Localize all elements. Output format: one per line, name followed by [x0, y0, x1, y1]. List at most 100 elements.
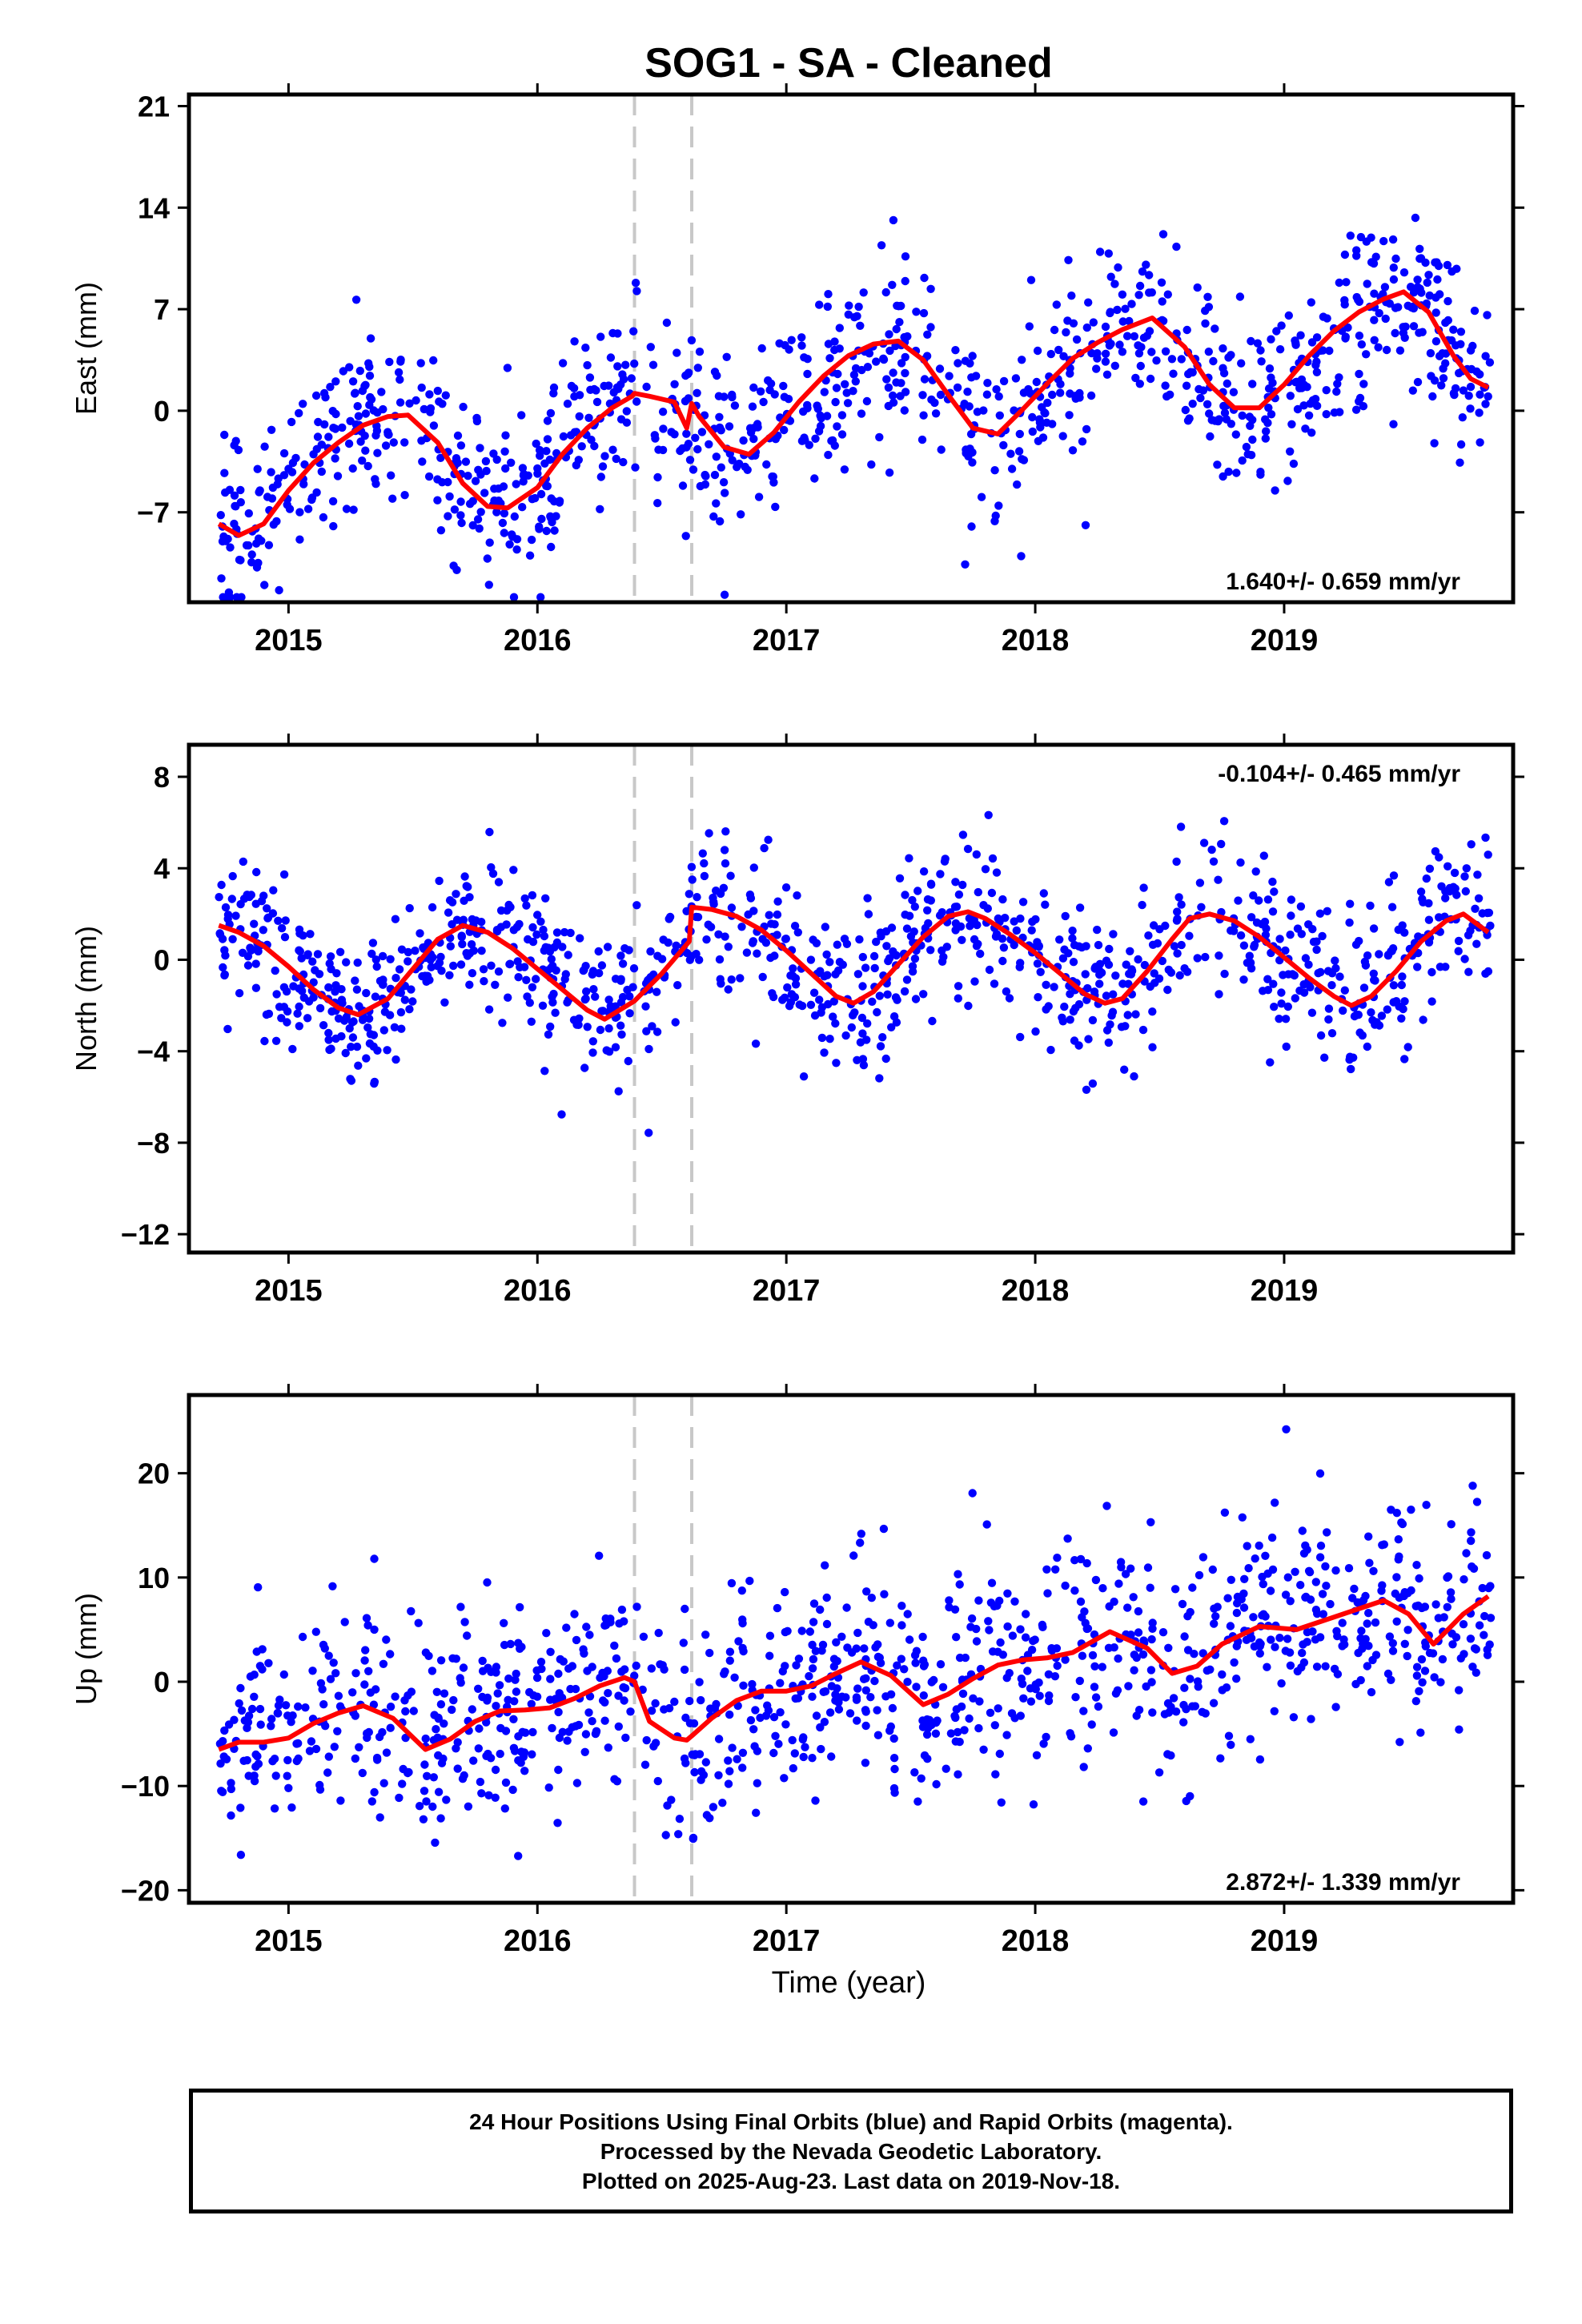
- data-point: [1003, 1589, 1012, 1598]
- data-point: [1126, 1630, 1135, 1639]
- data-point: [523, 992, 532, 1001]
- data-point: [727, 1578, 737, 1588]
- data-point: [1109, 990, 1118, 999]
- data-point: [549, 989, 558, 999]
- data-point: [436, 526, 446, 535]
- data-point: [1173, 949, 1182, 958]
- data-point: [572, 1635, 581, 1645]
- data-point: [1058, 1017, 1068, 1026]
- data-point: [632, 901, 641, 910]
- data-point: [227, 1784, 235, 1794]
- data-point: [1236, 858, 1245, 867]
- data-point: [327, 1007, 336, 1016]
- data-point: [1219, 817, 1229, 826]
- data-point: [809, 1599, 819, 1608]
- data-point: [829, 1662, 839, 1671]
- data-point: [1249, 891, 1258, 900]
- data-point: [705, 1814, 714, 1823]
- data-point: [1466, 346, 1476, 355]
- data-point: [367, 395, 376, 404]
- data-point: [580, 1747, 589, 1756]
- data-point: [250, 1692, 259, 1701]
- data-point: [503, 364, 512, 372]
- data-point: [588, 967, 598, 975]
- data-point: [961, 560, 970, 569]
- data-point: [1204, 348, 1214, 356]
- data-point: [690, 1767, 699, 1777]
- data-point: [937, 445, 946, 454]
- data-point: [673, 348, 681, 357]
- data-point: [954, 1770, 962, 1779]
- data-point: [434, 1713, 443, 1723]
- data-point: [1399, 1590, 1408, 1600]
- data-point: [1222, 415, 1231, 424]
- data-point: [1389, 998, 1398, 1007]
- data-point: [923, 1755, 932, 1763]
- data-point: [350, 389, 359, 398]
- data-point: [926, 946, 935, 955]
- data-point: [1299, 1640, 1307, 1649]
- data-point: [1182, 325, 1191, 335]
- data-point: [1482, 1550, 1492, 1560]
- data-point: [726, 871, 735, 880]
- data-point: [522, 901, 531, 910]
- data-point: [1367, 1687, 1376, 1697]
- data-point: [1213, 460, 1222, 469]
- data-point: [1403, 1626, 1412, 1634]
- data-point: [1101, 322, 1110, 332]
- data-point: [988, 854, 998, 863]
- data-point: [432, 1687, 441, 1696]
- data-point: [495, 1681, 504, 1690]
- data-point: [1375, 308, 1383, 318]
- data-point: [324, 983, 333, 992]
- data-point: [275, 585, 283, 595]
- data-point: [476, 508, 485, 517]
- data-point: [1286, 931, 1295, 939]
- data-point: [1008, 1631, 1018, 1640]
- data-point: [1270, 1707, 1279, 1715]
- data-point: [1427, 967, 1436, 977]
- data-point: [1387, 947, 1396, 955]
- data-point: [1333, 380, 1342, 388]
- data-point: [640, 1760, 650, 1769]
- data-point: [1351, 1679, 1360, 1689]
- data-point: [1412, 1663, 1422, 1671]
- data-point: [1395, 346, 1405, 355]
- data-point: [272, 517, 281, 526]
- data-point: [334, 1691, 343, 1700]
- data-point: [433, 386, 442, 396]
- data-point: [456, 497, 465, 506]
- data-point: [312, 444, 321, 453]
- data-point: [1362, 350, 1371, 359]
- data-point: [1075, 1676, 1085, 1686]
- data-point: [387, 471, 396, 480]
- data-point: [613, 362, 622, 371]
- data-point: [682, 948, 692, 958]
- data-point: [1323, 1528, 1331, 1537]
- data-point: [769, 1713, 779, 1722]
- data-point: [331, 409, 340, 419]
- data-point: [500, 1618, 508, 1628]
- data-point: [974, 939, 982, 949]
- data-point: [1172, 242, 1181, 251]
- data-point: [1138, 1025, 1148, 1035]
- data-point: [625, 1009, 634, 1018]
- data-point: [724, 943, 733, 951]
- data-point: [511, 1675, 520, 1684]
- data-point: [847, 1648, 857, 1657]
- data-point: [663, 1801, 672, 1810]
- data-point: [1068, 446, 1078, 455]
- data-point: [287, 468, 297, 476]
- data-point: [1293, 1667, 1303, 1676]
- data-point: [270, 1804, 279, 1813]
- data-point: [1375, 1021, 1384, 1030]
- data-point: [876, 1659, 885, 1667]
- data-point: [1169, 369, 1178, 378]
- data-point: [1148, 1624, 1157, 1634]
- data-point: [271, 966, 279, 975]
- data-point: [885, 330, 893, 339]
- data-point: [522, 975, 531, 985]
- data-point: [1039, 1739, 1048, 1748]
- data-point: [1123, 1603, 1132, 1612]
- data-point: [314, 417, 323, 427]
